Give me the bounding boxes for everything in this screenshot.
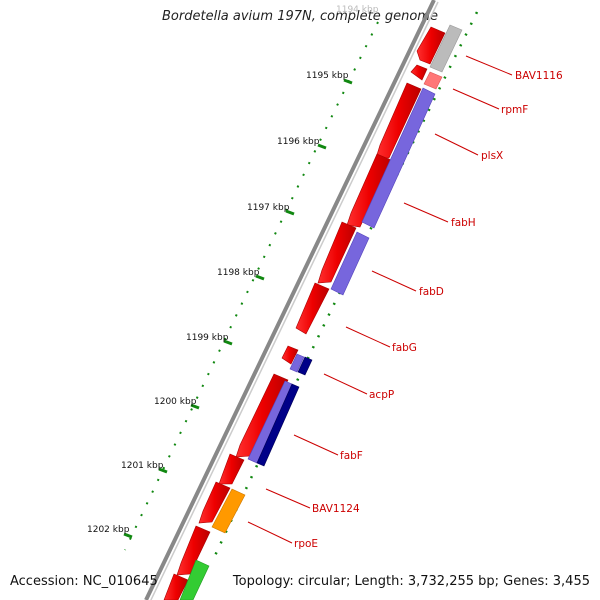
genome-backbone-inner xyxy=(150,1,439,600)
blast-hit-blue-plsx[interactable] xyxy=(361,87,436,229)
kbp-label: 1197 kbp xyxy=(247,203,290,213)
accession-text: Accession: NC_010645 xyxy=(10,574,158,589)
cds-arrow-acpp[interactable] xyxy=(281,345,299,365)
blast-hit-orange[interactable] xyxy=(211,488,246,534)
gene-label-fabd[interactable]: fabD xyxy=(419,286,444,298)
cds-arrow-rpoe[interactable] xyxy=(198,481,231,524)
leader-line xyxy=(465,55,513,76)
topology-text: Topology: circular; Length: 3,732,255 bp… xyxy=(232,574,590,589)
cds-arrow-bav1124[interactable] xyxy=(218,453,245,485)
blast-hit-pink[interactable] xyxy=(423,71,443,90)
cds-arrow-next-2[interactable] xyxy=(163,573,189,600)
inner-dotted-ring xyxy=(211,11,479,561)
gene-label-plsx[interactable]: plsX xyxy=(481,150,503,162)
kbp-tick xyxy=(123,532,133,539)
cds-arrow-bav1116[interactable] xyxy=(416,26,446,65)
gene-label-fabh[interactable]: fabH xyxy=(451,217,476,229)
leader-line xyxy=(293,434,339,456)
kbp-label: 1200 kbp xyxy=(154,397,197,407)
blast-hit-blue-fabd[interactable] xyxy=(330,231,370,296)
leader-line xyxy=(434,133,479,156)
blast-hit-gray[interactable] xyxy=(429,24,463,73)
cds-track xyxy=(163,26,446,600)
kbp-label: 1199 kbp xyxy=(186,333,229,343)
kbp-label: 1201 kbp xyxy=(121,461,164,471)
map-title: Bordetella avium 197N, complete genome xyxy=(162,9,438,24)
cds-arrow-fabd[interactable] xyxy=(317,221,357,284)
cds-arrow-rpmf[interactable] xyxy=(410,64,428,81)
gene-label-fabf[interactable]: fabF xyxy=(340,450,363,462)
cds-arrow-fabh[interactable] xyxy=(346,153,392,228)
leader-line xyxy=(403,202,449,223)
cds-arrow-fabg[interactable] xyxy=(295,282,330,335)
kbp-label: 1195 kbp xyxy=(306,71,349,81)
leader-line xyxy=(345,326,391,348)
leader-line xyxy=(452,88,500,110)
kbp-ticks xyxy=(123,78,353,539)
gene-label-bav1116[interactable]: BAV1116 xyxy=(515,70,563,82)
kbp-label: 1202 kbp xyxy=(87,525,130,535)
blast-hit-navy-acpp-b[interactable] xyxy=(297,356,313,376)
kbp-label: 1198 kbp xyxy=(217,268,260,278)
leader-line xyxy=(247,521,293,544)
cds-arrow-next-1[interactable] xyxy=(176,525,211,576)
gene-label-bav1124[interactable]: BAV1124 xyxy=(312,503,360,515)
gene-label-rpmf[interactable]: rpmF xyxy=(501,104,528,116)
leader-line xyxy=(371,270,417,292)
blast-hit-navy-fabf[interactable] xyxy=(256,383,300,467)
kbp-tick xyxy=(285,209,295,216)
kbp-tick xyxy=(158,467,168,474)
kbp-label: 1196 kbp xyxy=(277,137,320,147)
kbp-label: 1194 kbp xyxy=(336,5,379,15)
leader-lines xyxy=(247,55,513,544)
leader-line xyxy=(323,373,368,395)
leader-line xyxy=(265,488,311,509)
gene-label-fabg[interactable]: fabG xyxy=(392,342,417,354)
kbp-tick xyxy=(223,339,233,346)
gene-label-acpp[interactable]: acpP xyxy=(369,389,394,401)
blast-hit-green[interactable] xyxy=(179,559,210,600)
blast-hit-navy-acpp-a[interactable] xyxy=(289,353,305,373)
blast-track xyxy=(179,24,463,600)
kbp-tick xyxy=(190,403,200,410)
kbp-tick xyxy=(343,78,353,85)
kbp-tick xyxy=(317,143,327,150)
kbp-tick xyxy=(255,274,265,281)
genome-backbone xyxy=(144,0,436,600)
gene-label-rpoe[interactable]: rpoE xyxy=(294,538,318,550)
cds-arrow-fabf[interactable] xyxy=(235,373,289,458)
